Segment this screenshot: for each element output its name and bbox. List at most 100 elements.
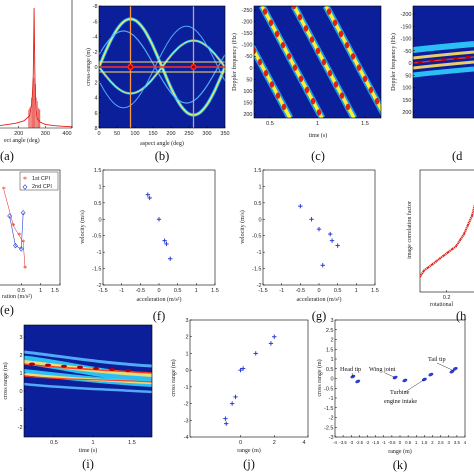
scatter-track: [99, 25, 225, 109]
doppler-hotspot: [344, 42, 350, 49]
panel-h-frame: [419, 169, 474, 293]
x-tick-label: 1: [195, 288, 198, 294]
y-tick-label: -1.5: [92, 267, 101, 273]
band-hotspot: [61, 364, 67, 368]
x-tick-label: 4: [464, 440, 467, 445]
x-tick-label: 100: [130, 131, 139, 137]
y-tick-label: 1: [330, 357, 333, 363]
y-tick-label: -250: [241, 8, 252, 14]
panel-e: ***** 1st CPI 2nd CPI * 0.5 1 1.5 ration (…: [0, 169, 61, 317]
y-tick-label: -6: [93, 19, 98, 25]
doppler-hotspot: [368, 86, 374, 94]
panel-c-label: (c): [311, 149, 325, 163]
doppler-hotspot: [429, 59, 435, 63]
doppler-band: [413, 41, 474, 53]
legend-entry-1st-cpi: 1st CPI: [32, 176, 51, 182]
y-tick-label: -1: [329, 396, 334, 402]
x-tick-label: 0.5: [17, 288, 25, 294]
x-tick-label: 250: [184, 131, 193, 137]
panel-e-plot: *****: [2, 185, 27, 273]
scatter-center: [452, 366, 458, 371]
panel-h-label: (h: [456, 309, 467, 323]
data-point: [467, 224, 469, 226]
doppler-hotspot: [254, 47, 257, 54]
y-tick-label: 2: [330, 338, 333, 344]
point-2nd-cpi: [13, 242, 18, 249]
y-tick-label: 100: [402, 86, 411, 92]
point-1st-cpi: *: [2, 185, 6, 194]
doppler-hotspot: [269, 81, 275, 88]
y-tick-label: 1.5: [94, 168, 102, 174]
x-tick-label: 300: [202, 131, 211, 137]
panel-d-ylabel: Doppler frequency (Hz): [390, 33, 397, 91]
panel-j: 0 2 4 3 2 1 0 -1 -2 -3 -4 cross range (m) range (m…: [170, 318, 309, 471]
doppler-hotspot: [310, 98, 316, 105]
panel-a: 200 300 400 ect angle (deg) (a): [0, 0, 73, 163]
y-tick-label: -0.5: [92, 234, 101, 240]
y-tick-label: -200: [241, 20, 252, 26]
doppler-hotspot: [441, 58, 447, 61]
annotation-tail-tip: Tail tip: [428, 356, 446, 363]
y-tick-label: 1: [258, 184, 261, 190]
panel-g-ylabel: velocity (m/s): [239, 210, 246, 244]
y-tick-label: -3: [184, 418, 189, 424]
x-tick-label: -1: [119, 288, 124, 294]
cross-range-band: [24, 382, 152, 394]
scatter-center: [428, 372, 434, 377]
data-point: [443, 254, 445, 257]
doppler-hotspot: [339, 92, 345, 99]
x-tick-label: 200: [166, 131, 175, 137]
y-tick-label: -8: [93, 4, 98, 10]
y-tick-label: 0: [330, 377, 333, 383]
panel-e-xlabel: ration (m/s²): [2, 293, 32, 300]
y-tick-label: -100: [241, 43, 252, 49]
doppler-hotspot: [338, 30, 344, 38]
x-tick-label: 50: [114, 131, 120, 137]
panel-i: 0.5 1 1.5 -2 -1 0 1 2 3 cross range (m) time (s)…: [2, 324, 153, 471]
series-line: [3, 189, 26, 269]
y-tick-label: 2: [94, 80, 97, 86]
y-tick-label: 200: [402, 110, 411, 116]
y-tick-label: -2: [97, 283, 102, 289]
panel-e-label: (e): [0, 303, 14, 317]
y-tick-label: 50: [246, 77, 252, 83]
doppler-hotspot: [374, 98, 380, 105]
doppler-hotspot: [257, 58, 263, 66]
x-tick-label: -1.5: [258, 288, 267, 294]
legend-marker-2nd-cpi: [22, 184, 28, 190]
x-tick-label: 0.5: [266, 121, 274, 127]
x-tick-label: 2: [431, 440, 434, 445]
x-tick-label: 3.5: [454, 440, 461, 445]
point-1st-cpi: *: [21, 238, 25, 247]
y-tick-label: 2.5: [326, 328, 334, 334]
x-tick-label: 0: [239, 440, 242, 446]
y-tick-label: 0: [185, 368, 188, 374]
y-tick-label: 0: [98, 217, 101, 223]
point-1st-cpi: *: [12, 221, 16, 230]
point-1st-cpi: *: [17, 231, 21, 240]
doppler-hotspot: [268, 19, 274, 26]
y-tick-label: -2: [184, 402, 189, 408]
panel-e-legend: 1st CPI 2nd CPI *: [19, 171, 59, 191]
x-tick-label: -3.5: [339, 440, 347, 445]
panel-j-frame: [189, 319, 309, 438]
y-tick-label: 50: [405, 73, 411, 79]
x-tick-label: 0: [399, 440, 402, 445]
doppler-hotspot: [280, 42, 286, 49]
x-tick-label: -2: [366, 440, 370, 445]
y-tick-label: -2: [18, 425, 23, 431]
annotation-leader: [351, 372, 354, 377]
data-point: [423, 269, 425, 272]
y-tick-label: -2: [93, 50, 98, 56]
doppler-hotspot: [228, 3, 232, 9]
x-tick-label: -1: [279, 288, 284, 294]
doppler-hotspot: [362, 75, 368, 83]
x-tick-label: 1.5: [51, 288, 59, 294]
x-tick-label: 150: [148, 131, 157, 137]
x-tick-label: 0: [317, 288, 320, 294]
annotation-head-tip: Head tip: [340, 366, 361, 373]
point-2nd-cpi: [18, 246, 24, 252]
x-tick-label: -0.5: [388, 440, 396, 445]
scatter-center: [355, 379, 361, 384]
x-tick-label: 0.2: [443, 295, 451, 301]
